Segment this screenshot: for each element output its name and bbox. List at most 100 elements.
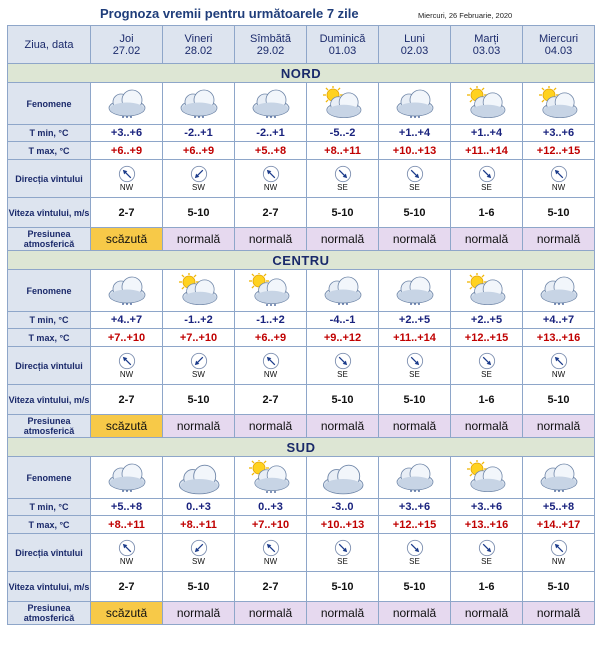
pressure-row: Presiunea atmosferică scăzută normală norma…: [7, 414, 595, 438]
tmax-value: +13..+16: [450, 515, 523, 534]
tmin-row: T min, °C +4..+7 -1..+2 -1..+2 -4..-1 +2..+5 +…: [7, 311, 595, 329]
region-row: SUD: [7, 437, 595, 457]
tmax-value: +8..+11: [90, 515, 163, 534]
tmax-row: T max, °C +7..+10 +7..+10 +6..+9 +9..+12 +11.…: [7, 328, 595, 347]
day-date: 28.02: [184, 44, 213, 57]
wind-direction-text: NW: [551, 183, 566, 192]
wind-direction-cell: SE: [378, 346, 451, 385]
cloud-snow-icon: [252, 89, 289, 118]
pressure-value: scăzută: [90, 601, 163, 625]
day-header: Miercuri 04.03: [522, 25, 595, 64]
wind-arrow-icon: [262, 165, 279, 183]
wind-arrow-icon: [334, 165, 351, 183]
wind-speed-value: 5-10: [378, 571, 451, 602]
pressure-value: normală: [306, 601, 379, 625]
wind-arrow-icon: [118, 165, 135, 183]
wind-speed-value: 5-10: [162, 197, 235, 228]
wind-direction-cell: SE: [306, 346, 379, 385]
wind-speed-row: Viteza vîntului, m/s 2-7 5-10 2-7 5-10 5-10 1-…: [7, 384, 595, 415]
wind-speed-value: 2-7: [234, 197, 307, 228]
wind-direction-text: NW: [551, 370, 566, 379]
wind-speed-value: 5-10: [522, 384, 595, 415]
pressure-value: normală: [450, 601, 523, 625]
pressure-value: normală: [306, 414, 379, 438]
wind-direction-text: SE: [409, 557, 420, 566]
phenomena-cell: [306, 82, 379, 125]
wind-direction-row: Direcția vîntului NW SW NW SE SE SE NW: [7, 159, 595, 198]
issue-date: Miercuri, 26 Februarie, 2020: [418, 11, 513, 20]
wind-arrow-icon: [262, 352, 279, 370]
wind-arrow-icon: [550, 165, 567, 183]
tmin-row: T min, °C +5..+8 0..+3 0..+3 -3..0 +3..+6 +3..…: [7, 498, 595, 516]
wind-direction-cell: NW: [234, 346, 307, 385]
wind-direction-text: NW: [119, 557, 134, 566]
pressure-label: Presiunea atmosferică: [7, 414, 91, 438]
wind-direction-row: Direcția vîntului NW SW NW SE SE SE NW: [7, 533, 595, 572]
wind-arrow-icon: [118, 352, 135, 370]
wind-speed-value: 5-10: [306, 384, 379, 415]
tmin-row: T min, °C +3..+6 -2..+1 -2..+1 -5..-2 +1..+4 +…: [7, 124, 595, 142]
pressure-value: normală: [522, 414, 595, 438]
cloud-snow-icon: [324, 276, 361, 305]
tmin-value: -4..-1: [306, 311, 379, 329]
phenomena-cell: [162, 269, 235, 312]
pressure-value: normală: [378, 414, 451, 438]
pressure-value: normală: [450, 414, 523, 438]
tmin-label: T min, °C: [7, 124, 91, 142]
tmax-value: +8..+11: [162, 515, 235, 534]
day-name: Duminică: [319, 32, 366, 45]
region-name: NORD: [7, 63, 595, 83]
phenomena-cell: [306, 456, 379, 499]
wind-arrow-icon: [118, 539, 135, 557]
wind-arrow-icon: [406, 165, 423, 183]
wind-speed-value: 1-6: [450, 571, 523, 602]
wind-speed-value: 1-6: [450, 197, 523, 228]
wind-arrow-icon: [262, 539, 279, 557]
wind-direction-cell: SW: [162, 346, 235, 385]
phenomena-cell: [522, 82, 595, 125]
forecast-table-body: Ziua, data Joi 27.02 Vineri 28.02 Sîmbătă 29.0…: [7, 25, 595, 625]
pressure-label: Presiunea atmosferică: [7, 227, 91, 251]
wind-speed-value: 2-7: [90, 384, 163, 415]
wind-direction-cell: SE: [450, 346, 523, 385]
day-name: Marți: [474, 32, 499, 45]
tmax-value: +12..+15: [522, 141, 595, 160]
tmax-row: T max, °C +6..+9 +6..+9 +5..+8 +8..+11 +10..+…: [7, 141, 595, 160]
day-date: 04.03: [544, 44, 573, 57]
tmax-value: +11..+14: [378, 328, 451, 347]
phenomena-row: Fenomene: [7, 456, 595, 499]
tmin-value: +5..+8: [90, 498, 163, 516]
tmin-value: +4..+7: [522, 311, 595, 329]
wind-direction-text: NW: [263, 557, 278, 566]
wind-direction-text: SE: [409, 183, 420, 192]
wind-direction-cell: NW: [522, 533, 595, 572]
wind-direction-text: SE: [481, 183, 492, 192]
tmax-row: T max, °C +8..+11 +8..+11 +7..+10 +10..+13 +1…: [7, 515, 595, 534]
pressure-value: normală: [522, 601, 595, 625]
wind-direction-cell: SW: [162, 533, 235, 572]
wind-arrow-icon: [190, 539, 207, 557]
wind-speed-value: 5-10: [378, 384, 451, 415]
page-title: Prognoza vremii pentru următoarele 7 zil…: [100, 6, 359, 21]
wind-direction-text: SE: [481, 370, 492, 379]
cloud-snow-icon: [396, 276, 433, 305]
pressure-value: normală: [522, 227, 595, 251]
wind-arrow-icon: [406, 352, 423, 370]
pressure-row: Presiunea atmosferică scăzută normală norma…: [7, 227, 595, 251]
tmax-value: +7..+10: [234, 515, 307, 534]
tmin-value: +2..+5: [378, 311, 451, 329]
wind-speed-label: Viteza vîntului, m/s: [7, 197, 91, 228]
wind-arrow-icon: [406, 539, 423, 557]
day-date: 29.02: [256, 44, 285, 57]
tmin-value: +5..+8: [522, 498, 595, 516]
sun-cloud-icon: [178, 272, 217, 305]
pressure-label: Presiunea atmosferică: [7, 601, 91, 625]
tmax-value: +14..+17: [522, 515, 595, 534]
wind-direction-cell: SW: [162, 159, 235, 198]
wind-direction-cell: SE: [378, 533, 451, 572]
wind-speed-label: Viteza vîntului, m/s: [7, 571, 91, 602]
tmax-value: +13..+16: [522, 328, 595, 347]
wind-speed-row: Viteza vîntului, m/s 2-7 5-10 2-7 5-10 5-10 1-…: [7, 571, 595, 602]
wind-direction-cell: SE: [450, 533, 523, 572]
wind-direction-text: SE: [409, 370, 420, 379]
